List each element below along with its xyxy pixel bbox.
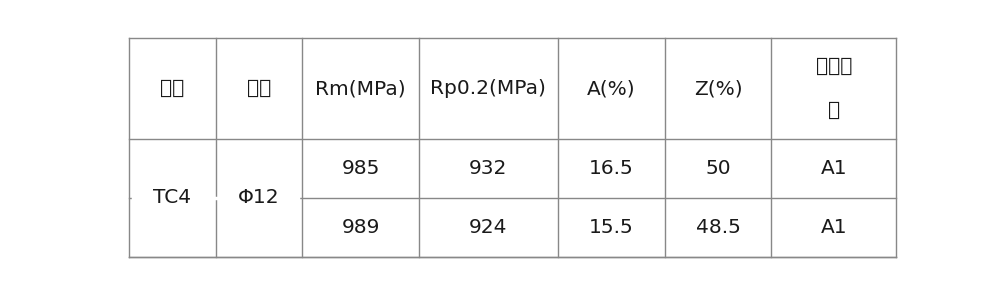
Text: 高倍评

级: 高倍评 级 [816,57,852,120]
Text: 989: 989 [341,218,380,237]
Text: A1: A1 [820,159,847,178]
Text: 48.5: 48.5 [696,218,740,237]
Text: 规格: 规格 [247,79,271,98]
Text: 16.5: 16.5 [589,159,633,178]
Text: 15.5: 15.5 [589,218,633,237]
Text: 985: 985 [341,159,380,178]
Text: 924: 924 [469,218,507,237]
Text: A1: A1 [820,218,847,237]
Text: Rp0.2(MPa): Rp0.2(MPa) [430,79,546,98]
Text: Z(%): Z(%) [694,79,742,98]
Text: TC4: TC4 [153,188,191,207]
Text: 932: 932 [469,159,507,178]
Text: Rm(MPa): Rm(MPa) [315,79,406,98]
Text: Φ12: Φ12 [238,188,280,207]
Text: 牌号: 牌号 [160,79,184,98]
Text: 50: 50 [705,159,731,178]
Text: A(%): A(%) [587,79,635,98]
